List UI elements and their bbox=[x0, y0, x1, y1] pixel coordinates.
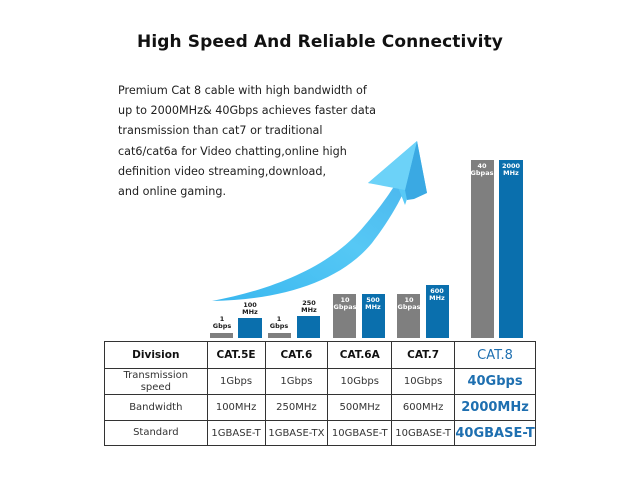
table-header-row: Division CAT.5E CAT.6 CAT.6A CAT.7 CAT.8 bbox=[104, 341, 536, 369]
row-label: Standard bbox=[104, 420, 208, 446]
speed-label-cat7: 10 Gbpas bbox=[397, 296, 421, 311]
header-cell: CAT.7 bbox=[391, 341, 456, 369]
description: Premium Cat 8 cable with high bandwidth … bbox=[118, 81, 378, 202]
table-cell: 10Gbps bbox=[327, 368, 393, 395]
speed-bar-cat7 bbox=[397, 294, 420, 338]
table-cell: 600MHz bbox=[391, 394, 456, 421]
table-cell: 100MHz bbox=[206, 394, 266, 421]
bandwidth-bar-cat6 bbox=[297, 316, 320, 338]
bandwidth-bar-cat5e bbox=[238, 318, 262, 338]
page-title: High Speed And Reliable Connectivity bbox=[137, 32, 503, 52]
header-cell-highlight: CAT.8 bbox=[454, 341, 536, 369]
speed-label-cat8: 40 Gbpas bbox=[470, 162, 494, 177]
bandwidth-label-cat8: 2000 MHz bbox=[501, 162, 521, 177]
speed-bar-cat8 bbox=[471, 160, 494, 338]
table-cell: 1GBASE-T bbox=[206, 420, 266, 446]
description-line: and online gaming. bbox=[118, 185, 226, 199]
table-cell: 1GBASE-TX bbox=[264, 420, 329, 446]
table-cell: 500MHz bbox=[327, 394, 393, 421]
speed-label-cat6a: 10 Gbpas bbox=[333, 296, 357, 311]
description-line: cat6/cat6a for Video chatting,online hig… bbox=[118, 144, 347, 158]
table-cell-highlight: 40Gbps bbox=[454, 368, 536, 395]
speed-label-cat6: 1 Gbps bbox=[269, 315, 289, 330]
header-cell: CAT.6A bbox=[327, 341, 393, 369]
bandwidth-bar-cat8 bbox=[499, 160, 523, 338]
description-line: up to 2000MHz& 40Gbps achieves faster da… bbox=[118, 104, 376, 118]
bandwidth-label-cat5e: 100 MHz bbox=[242, 301, 258, 316]
row-label: Transmission speed bbox=[104, 368, 208, 395]
table-row: Transmission speed 1Gbps 1Gbps 10Gbps 10… bbox=[104, 368, 536, 395]
table-cell: 1Gbps bbox=[264, 368, 329, 395]
header-cell: CAT.6 bbox=[264, 341, 329, 369]
speed-bar-cat5e bbox=[210, 333, 233, 338]
description-line: transmission than cat7 or traditional bbox=[118, 124, 323, 138]
bandwidth-label-cat6: 250 MHz bbox=[301, 299, 317, 314]
description-line: Premium Cat 8 cable with high bandwidth … bbox=[118, 84, 367, 97]
speed-label-cat5e: 1 Gbps bbox=[212, 315, 232, 330]
comparison-table: Division CAT.5E CAT.6 CAT.6A CAT.7 CAT.8… bbox=[104, 341, 536, 446]
bandwidth-bar-cat7 bbox=[426, 285, 449, 338]
table-cell: 10Gbps bbox=[391, 368, 456, 395]
speed-bar-cat6a bbox=[333, 294, 356, 338]
table-cell: 10GBASE-T bbox=[327, 420, 393, 446]
header-cell: Division bbox=[104, 341, 208, 369]
table-row: Bandwidth 100MHz 250MHz 500MHz 600MHz 20… bbox=[104, 394, 536, 421]
bandwidth-bar-cat6a bbox=[362, 294, 385, 338]
bandwidth-label-cat6a: 500 MHz bbox=[365, 296, 381, 311]
table-row: Standard 1GBASE-T 1GBASE-TX 10GBASE-T 10… bbox=[104, 420, 536, 446]
speed-bar-cat6 bbox=[268, 333, 291, 338]
table-cell: 1Gbps bbox=[206, 368, 266, 395]
table-cell-highlight: 2000MHz bbox=[454, 394, 536, 421]
table-cell-highlight: 40GBASE-T bbox=[454, 420, 536, 446]
header-cell: CAT.5E bbox=[206, 341, 266, 369]
description-line: definition video streaming,download, bbox=[118, 164, 327, 178]
row-label: Bandwidth bbox=[104, 394, 208, 421]
table-cell: 10GBASE-T bbox=[391, 420, 456, 446]
table-cell: 250MHz bbox=[264, 394, 329, 421]
bandwidth-label-cat7: 600 MHz bbox=[429, 287, 445, 302]
